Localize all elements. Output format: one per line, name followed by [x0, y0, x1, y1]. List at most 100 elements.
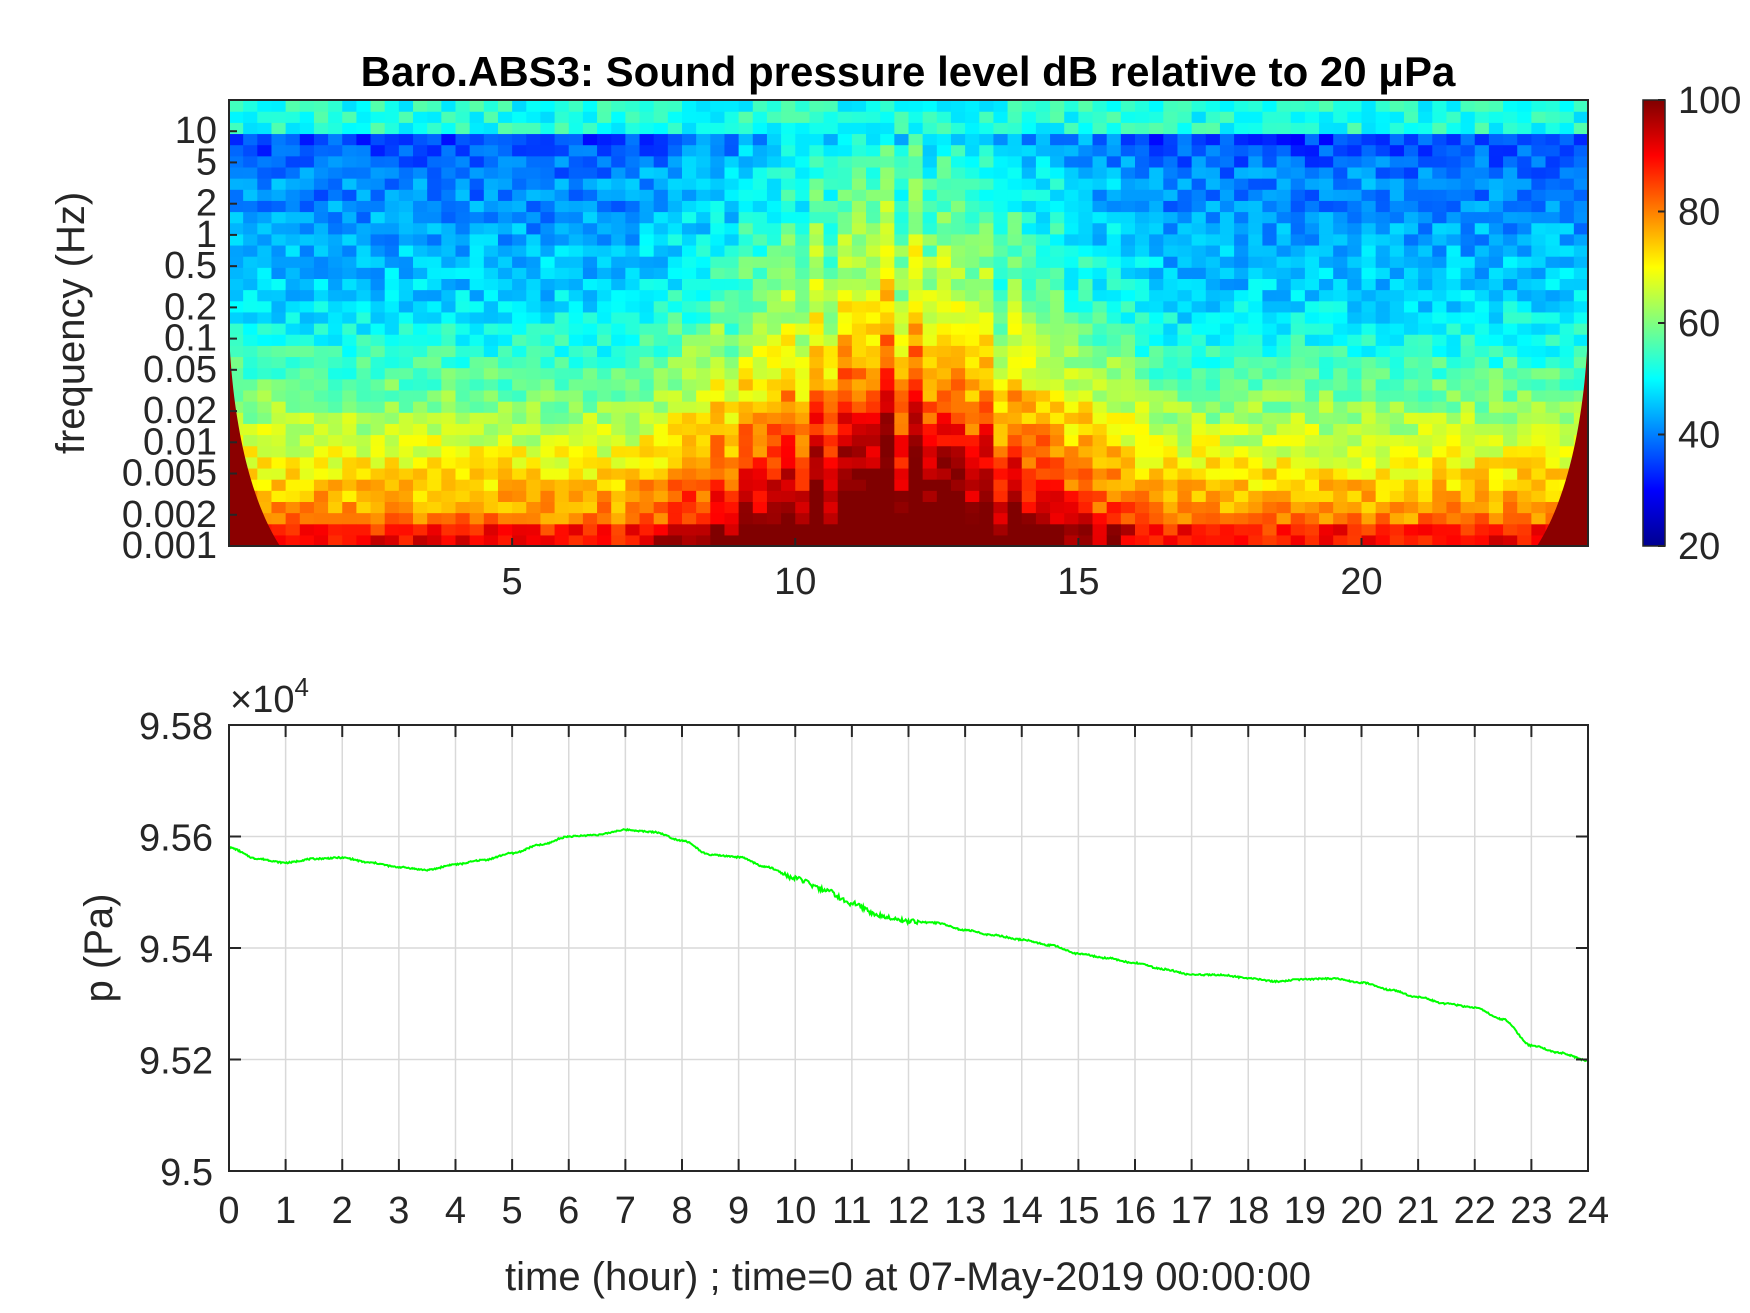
- spectrogram-cell: [1403, 534, 1419, 546]
- spectrogram-cell: [837, 144, 853, 157]
- spectrogram-cell: [894, 311, 910, 324]
- spectrogram-cell: [1474, 100, 1490, 112]
- spectrogram-cell: [597, 211, 612, 224]
- spectrogram-cell: [1205, 133, 1221, 146]
- spectrogram-cell: [1304, 490, 1320, 502]
- spectrogram-cell: [1219, 300, 1235, 313]
- spectrogram-cell: [342, 222, 358, 235]
- spectrogram-cell: [766, 501, 782, 514]
- spectrogram-cell: [1106, 144, 1122, 157]
- spectrogram-cell: [1149, 111, 1164, 123]
- spectrogram-cell: [682, 289, 697, 302]
- spectrogram-cell: [710, 144, 726, 157]
- spectrogram-cell: [497, 311, 513, 324]
- spectrogram-cell: [271, 222, 287, 235]
- spectrogram-cell: [965, 345, 980, 358]
- spectrogram-cell: [1474, 166, 1490, 179]
- spectrogram-cell: [1205, 155, 1221, 168]
- spectrogram-cell: [413, 412, 428, 424]
- spectrogram-cell: [1035, 434, 1051, 447]
- spectrogram-cell: [1432, 467, 1448, 480]
- spectrogram-cell: [554, 256, 570, 268]
- spectrogram-cell: [285, 166, 301, 179]
- spectrogram-cell: [582, 467, 598, 480]
- spectrogram-cell: [1021, 378, 1037, 391]
- spectrogram-cell: [1191, 490, 1207, 502]
- spectrogram-cell: [526, 300, 542, 313]
- spectrogram-cell: [1205, 389, 1221, 402]
- spectrogram-cell: [696, 300, 711, 313]
- spectrogram-cell: [1361, 323, 1377, 335]
- spectrogram-cell: [965, 144, 980, 157]
- spectrogram-cell: [1035, 267, 1051, 279]
- pressure-x-tick-label: 8: [671, 1190, 692, 1232]
- spectrogram-cell: [1219, 222, 1235, 235]
- spectrogram-cell: [667, 412, 683, 424]
- spectrogram-cell: [1531, 501, 1547, 514]
- spectrogram-cell: [781, 490, 796, 502]
- spectrogram-cell: [781, 300, 796, 313]
- spectrogram-cell: [682, 200, 697, 213]
- spectrogram-cell: [1446, 467, 1462, 480]
- spectrogram-cell: [611, 456, 626, 469]
- spectrogram-cell: [1488, 323, 1504, 335]
- pressure-x-tick-label: 2: [332, 1190, 353, 1232]
- spectrogram-cell: [979, 244, 995, 257]
- spectrogram-cell: [554, 311, 570, 324]
- spectrogram-cell: [667, 122, 683, 135]
- spectrogram-cell: [313, 501, 329, 514]
- spectrogram-cell: [950, 244, 966, 257]
- spectrogram-cell: [285, 278, 301, 291]
- spectrogram-cell: [398, 289, 414, 302]
- spectrogram-cell: [1106, 456, 1122, 469]
- spectrogram-cell: [229, 211, 244, 224]
- spectrogram-cell: [1050, 211, 1065, 224]
- spectrogram-cell: [243, 412, 258, 424]
- spectrogram-cell: [1078, 334, 1094, 346]
- spectrogram-cell: [1503, 233, 1518, 246]
- spectrogram-cell: [1446, 423, 1462, 436]
- spectrogram-cell: [965, 233, 980, 246]
- spectrogram-cell: [512, 144, 527, 157]
- spectrogram-cell: [243, 311, 258, 324]
- spectrogram-cell: [724, 111, 740, 123]
- spectrogram-cell: [1333, 334, 1348, 346]
- spectrogram-cell: [512, 166, 527, 179]
- spectrogram-cell: [398, 501, 414, 514]
- spectrogram-cell: [1418, 222, 1433, 235]
- spectrogram-cell: [398, 300, 414, 313]
- spectrogram-cell: [313, 200, 329, 213]
- spectrogram-cell: [611, 401, 626, 413]
- spectrogram-cell: [597, 512, 612, 525]
- spectrogram-cell: [1163, 111, 1179, 123]
- spectrogram-cell: [653, 166, 669, 179]
- spectrogram-cell: [766, 356, 782, 369]
- spectrogram-cell: [1460, 434, 1476, 447]
- spectrogram-cell: [1092, 233, 1108, 246]
- spectrogram-cell: [257, 311, 273, 324]
- spectrogram-cell: [1559, 244, 1575, 257]
- spectrogram-cell: [1432, 300, 1448, 313]
- spectrogram-cell: [1149, 501, 1164, 514]
- spectrogram-cell: [582, 211, 598, 224]
- spectrogram-cell: [1446, 434, 1462, 447]
- spectrogram-cell: [1007, 278, 1023, 291]
- spectrogram-cell: [682, 300, 697, 313]
- spectrogram-cell: [781, 467, 796, 480]
- spectrogram-cell: [1375, 401, 1391, 413]
- spectrogram-cell: [512, 278, 527, 291]
- spectrogram-cell: [1205, 501, 1221, 514]
- spectrogram-cell: [1304, 111, 1320, 123]
- spectrogram-cell: [313, 401, 329, 413]
- spectrogram-cell: [1163, 479, 1179, 491]
- spectrogram-cell: [1559, 133, 1575, 146]
- spectrogram-cell: [370, 512, 386, 525]
- spectrogram-cell: [1050, 490, 1065, 502]
- spectrogram-cell: [526, 501, 542, 514]
- spectrogram-cell: [965, 389, 980, 402]
- spectrogram-cell: [1120, 256, 1136, 268]
- spectrogram-cell: [1106, 256, 1122, 268]
- spectrogram-cell: [1460, 211, 1476, 224]
- spectrogram-cell: [1191, 467, 1207, 480]
- spectrogram-cell: [1545, 412, 1561, 424]
